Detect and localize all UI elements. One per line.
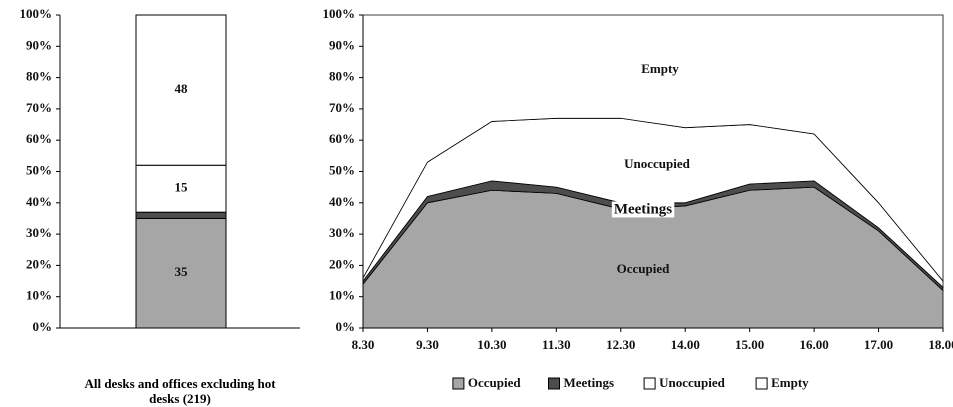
bar-segment <box>135 164 227 213</box>
y-tick-label: 80% <box>26 69 52 84</box>
y-tick-label: 60% <box>26 131 52 146</box>
annotation: Empty <box>641 61 679 76</box>
x-tick-label: 12.30 <box>606 337 635 352</box>
y-tick-label: 20% <box>26 256 52 271</box>
bar-segment <box>135 14 227 166</box>
y-tick-label: 0% <box>33 319 53 334</box>
bar-segment <box>135 217 227 329</box>
y-tick-label: 20% <box>329 256 355 271</box>
y-tick-label: 30% <box>26 225 52 240</box>
y-tick-label: 10% <box>26 288 52 303</box>
x-tick-label: All desks and offices excluding hot desk… <box>84 376 276 406</box>
data-label: 35 <box>175 264 189 279</box>
data-label: 15 <box>175 180 189 195</box>
y-tick-label: 100% <box>20 6 53 21</box>
y-tick-label: 100% <box>323 6 356 21</box>
x-tick-label: 10.30 <box>477 337 506 352</box>
legend-swatch <box>548 377 560 390</box>
y-tick-label: 60% <box>329 131 355 146</box>
x-tick-label: 11.30 <box>542 337 571 352</box>
y-tick-label: 90% <box>26 37 52 52</box>
x-tick-label: 14.00 <box>671 337 700 352</box>
legend-label: Occupied <box>468 375 521 390</box>
annotation: Meetings <box>614 201 672 217</box>
y-tick-label: 50% <box>329 162 355 177</box>
legend-label: Meetings <box>564 375 615 390</box>
y-tick-label: 40% <box>329 194 355 209</box>
x-tick-label: 16.00 <box>799 337 828 352</box>
bar-segment <box>135 211 227 219</box>
y-tick-label: 0% <box>336 319 356 334</box>
y-tick-label: 10% <box>329 288 355 303</box>
y-tick-label: 70% <box>26 100 52 115</box>
legend-swatch <box>643 377 656 390</box>
x-tick-label: 15.00 <box>735 337 764 352</box>
legend-label: Unoccupied <box>659 375 726 390</box>
y-tick-label: 90% <box>329 37 355 52</box>
annotation: Unoccupied <box>624 156 691 171</box>
legend-swatch <box>452 377 465 390</box>
y-tick-label: 50% <box>26 162 52 177</box>
x-tick-label: 8.30 <box>352 337 375 352</box>
data-label: 48 <box>175 81 189 96</box>
y-tick-label: 30% <box>329 225 355 240</box>
annotation-bg <box>611 201 675 218</box>
y-tick-label: 40% <box>26 194 52 209</box>
legend-swatch <box>755 377 768 390</box>
y-tick-label: 70% <box>329 100 355 115</box>
x-tick-label: 9.30 <box>416 337 439 352</box>
area <box>362 14 944 283</box>
annotation: Occupied <box>617 261 670 276</box>
y-tick-label: 80% <box>329 69 355 84</box>
legend-label: Empty <box>771 375 809 390</box>
x-tick-label: 18.00 <box>928 337 953 352</box>
x-tick-label: 17.00 <box>864 337 893 352</box>
